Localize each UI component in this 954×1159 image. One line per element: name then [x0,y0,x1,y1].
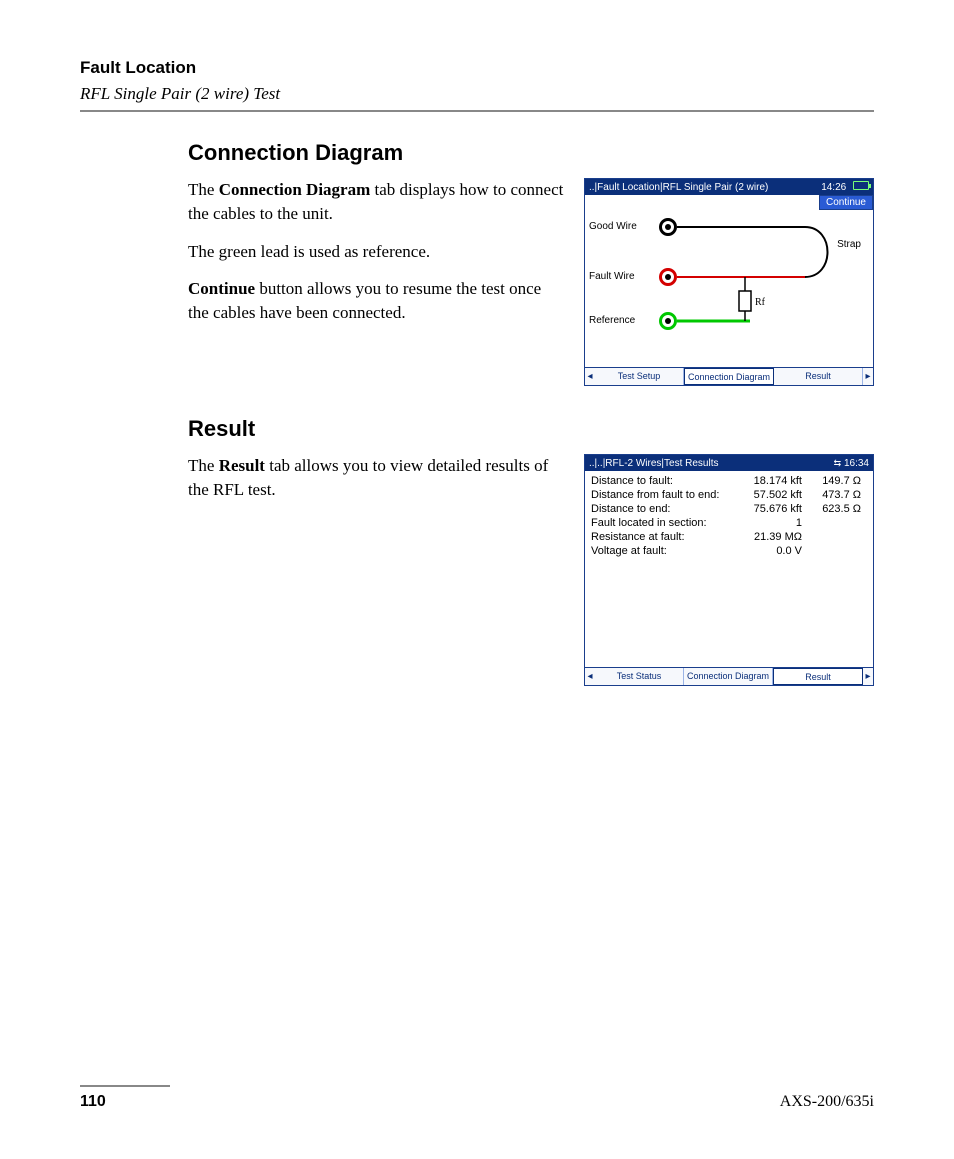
footer-rule [80,1085,170,1087]
tab-scroll-left-icon[interactable]: ◂ [585,368,595,385]
result-value-1: 18.174 kft [741,475,806,487]
result-label: Fault located in section: [591,517,741,529]
connection-diagram-section: The Connection Diagram tab displays how … [188,178,874,386]
result-value-2: 149.7 Ω [806,475,861,487]
device2-time: 16:34 [844,458,869,469]
result-value-1: 21.39 MΩ [741,531,806,543]
result-row: Distance to fault:18.174 kft149.7 Ω [591,475,867,487]
fault-wire-jack [659,268,677,286]
page-footer: 110 AXS-200/635i [80,1085,874,1111]
wiring-diagram-svg: Rf [585,195,875,367]
device1-titlebar: ..|Fault Location|RFL Single Pair (2 wir… [585,179,873,195]
device2-body: Distance to fault:18.174 kft149.7 ΩDista… [585,471,873,667]
result-label: Distance from fault to end: [591,489,741,501]
connection-diagram-screenshot: ..|Fault Location|RFL Single Pair (2 wir… [584,178,874,386]
device1-time: 14:26 [821,182,846,193]
connection-para-1: The Connection Diagram tab displays how … [188,178,566,226]
device1-status: 14:26 [821,181,869,193]
text-bold: Result [219,456,265,475]
good-wire-jack [659,218,677,236]
tab-connection-diagram[interactable]: Connection Diagram [684,668,773,685]
text-bold: Continue [188,279,255,298]
result-label: Voltage at fault: [591,545,741,557]
device1-body: Continue Good Wire Fault Wire Reference … [585,195,873,367]
tab-scroll-right-icon[interactable]: ▸ [863,368,873,385]
result-value-2 [806,517,861,529]
header-rule [80,110,874,112]
result-value-2: 623.5 Ω [806,503,861,515]
result-row: Resistance at fault:21.39 MΩ [591,531,867,543]
device2-breadcrumb: ..|..|RFL-2 Wires|Test Results [589,458,718,469]
result-para-1: The Result tab allows you to view detail… [188,454,566,502]
page-number: 110 [80,1093,106,1111]
tab-connection-diagram[interactable]: Connection Diagram [684,368,774,385]
result-label: Distance to fault: [591,475,741,487]
page-header-subtitle: RFL Single Pair (2 wire) Test [80,84,874,104]
result-value-1: 75.676 kft [741,503,806,515]
text: The [188,456,219,475]
device1-tabs: ◂ Test Setup Connection Diagram Result ▸ [585,367,873,385]
tab-result[interactable]: Result [774,368,863,385]
tab-result[interactable]: Result [773,668,863,685]
connection-para-2: The green lead is used as reference. [188,240,566,264]
connection-diagram-heading: Connection Diagram [188,140,874,166]
tab-test-setup[interactable]: Test Setup [595,368,684,385]
link-icon: ⇆ [834,458,842,468]
battery-icon [853,181,869,190]
result-value-1: 0.0 V [741,545,806,557]
result-row: Voltage at fault:0.0 V [591,545,867,557]
result-row: Distance to end:75.676 kft623.5 Ω [591,503,867,515]
model-number: AXS-200/635i [780,1093,874,1111]
reference-jack [659,312,677,330]
result-heading: Result [188,416,874,442]
device2-status: ⇆ 16:34 [834,458,869,469]
result-section: The Result tab allows you to view detail… [188,454,874,686]
device1-breadcrumb: ..|Fault Location|RFL Single Pair (2 wir… [589,182,768,193]
result-value-1: 1 [741,517,806,529]
device2-tabs: ◂ Test Status Connection Diagram Result … [585,667,873,685]
result-row: Fault located in section:1 [591,517,867,529]
result-value-2: 473.7 Ω [806,489,861,501]
result-label: Resistance at fault: [591,531,741,543]
result-text: The Result tab allows you to view detail… [188,454,566,686]
result-value-2 [806,531,861,543]
rf-label: Rf [755,297,766,308]
tab-scroll-right-icon[interactable]: ▸ [863,668,873,685]
connection-para-3: Continue button allows you to resume the… [188,277,566,325]
tab-scroll-left-icon[interactable]: ◂ [585,668,595,685]
result-rows: Distance to fault:18.174 kft149.7 ΩDista… [591,475,867,557]
result-label: Distance to end: [591,503,741,515]
connection-diagram-text: The Connection Diagram tab displays how … [188,178,566,386]
tab-test-status[interactable]: Test Status [595,668,684,685]
main-content: Connection Diagram The Connection Diagra… [80,140,874,686]
page-header-title: Fault Location [80,58,874,78]
device2-titlebar: ..|..|RFL-2 Wires|Test Results ⇆ 16:34 [585,455,873,471]
result-row: Distance from fault to end:57.502 kft473… [591,489,867,501]
result-value-2 [806,545,861,557]
text: The [188,180,219,199]
text-bold: Connection Diagram [219,180,371,199]
result-screenshot: ..|..|RFL-2 Wires|Test Results ⇆ 16:34 D… [584,454,874,686]
result-value-1: 57.502 kft [741,489,806,501]
